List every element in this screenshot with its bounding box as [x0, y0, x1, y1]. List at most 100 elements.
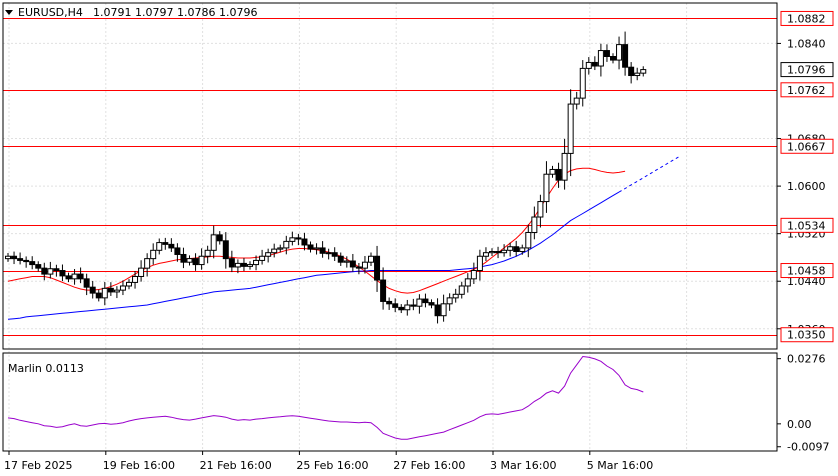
chevron-down-icon[interactable]	[5, 10, 13, 15]
candle	[295, 233, 302, 246]
candle	[65, 272, 72, 283]
osc-tick-label: -0.0097	[787, 441, 829, 454]
level-price-tag: 1.0350	[780, 327, 834, 343]
candle-body-up	[573, 97, 580, 105]
candle	[101, 281, 108, 306]
candle-body-up	[501, 249, 508, 254]
candle	[495, 246, 502, 259]
candle-body-up	[204, 249, 211, 257]
candle-body-up	[126, 281, 132, 287]
candle	[23, 256, 30, 268]
candle-body-up	[186, 258, 193, 263]
candle	[126, 279, 132, 290]
candle	[374, 245, 381, 292]
time-tick-label: 17 Feb 2025	[4, 459, 72, 472]
candle	[253, 255, 260, 271]
horizontal-levels[interactable]	[3, 18, 777, 336]
candle-body-down	[434, 304, 441, 317]
candle	[513, 240, 520, 257]
candle-body-up	[561, 152, 568, 181]
level-tag-box	[780, 10, 834, 26]
candle	[531, 206, 538, 240]
candle	[192, 253, 199, 271]
candle	[47, 261, 54, 279]
candle	[150, 243, 157, 265]
candle-body-up	[416, 298, 423, 307]
candle	[622, 31, 629, 76]
current-price-label: 1.0796	[787, 64, 826, 77]
candle-body-up	[458, 285, 465, 295]
frame	[2, 2, 778, 452]
candle	[313, 243, 320, 255]
candle	[11, 251, 18, 265]
candle	[186, 255, 193, 266]
candle-body-down	[95, 292, 102, 299]
candle	[138, 260, 145, 282]
candle-body-down	[240, 262, 247, 267]
candle	[89, 280, 96, 299]
time-tick-label: 19 Feb 16:00	[103, 459, 175, 472]
candle	[29, 256, 36, 270]
candle-body-down	[422, 298, 429, 304]
level-price-tag: 1.0667	[780, 138, 834, 154]
candle-body-down	[349, 260, 356, 268]
candle-body-down	[295, 237, 302, 240]
candle	[567, 89, 574, 177]
candle-body-down	[168, 243, 175, 249]
time-tick-label: 21 Feb 16:00	[200, 459, 272, 472]
candle	[537, 194, 544, 228]
candle	[440, 294, 447, 322]
candle	[386, 297, 393, 310]
candle-body-up	[579, 67, 586, 99]
candle-body-up	[156, 242, 163, 251]
level-price-tag: 1.0534	[780, 217, 834, 233]
candle-body-up	[210, 234, 217, 251]
candle	[543, 161, 550, 213]
candle	[41, 262, 48, 281]
candle	[5, 252, 11, 262]
candle-body-down	[410, 304, 417, 307]
level-price-tag: 1.0882	[780, 10, 834, 26]
candle-body-up	[464, 278, 471, 287]
candle	[585, 57, 592, 75]
time-tick-label: 27 Feb 16:00	[393, 459, 465, 472]
candle-body-down	[53, 268, 60, 272]
candle	[247, 261, 253, 270]
candle	[489, 248, 495, 256]
candle	[368, 252, 374, 266]
time-axis: 17 Feb 2025 19 Feb 16:00 21 Feb 16:00 25 Fe…	[4, 451, 653, 472]
candle-body-up	[5, 255, 11, 260]
candle-body-up	[525, 231, 532, 249]
candle-body-up	[198, 255, 205, 266]
candle-body-up	[119, 285, 126, 291]
candle-body-down	[216, 234, 223, 242]
candle	[361, 255, 368, 274]
candle-body-down	[398, 306, 405, 311]
candle	[610, 53, 616, 64]
candle-body-up	[271, 248, 278, 254]
candle	[507, 242, 514, 257]
candle-body-down	[222, 240, 229, 260]
current-price-tag: 1.0796	[780, 62, 834, 78]
candle-body-up	[277, 247, 284, 250]
candle-body-down	[228, 258, 235, 268]
candle-body-down	[428, 302, 435, 306]
candle-body-up	[543, 173, 550, 203]
price-axis: 1.08401.06801.06001.05201.04401.03601.08…	[777, 10, 834, 454]
level-tag-label: 1.0458	[787, 265, 826, 278]
candle	[603, 44, 610, 62]
candle	[325, 248, 332, 260]
candle-body-up	[265, 252, 272, 257]
candle-body-up	[47, 268, 54, 275]
candle	[17, 252, 24, 265]
candle	[168, 238, 175, 252]
level-price-tag: 1.0762	[780, 82, 834, 98]
candle	[392, 298, 399, 313]
candle	[228, 250, 235, 273]
candle-body-down	[35, 264, 42, 269]
candle-body-down	[162, 242, 169, 245]
candle-body-up	[519, 247, 526, 253]
candle-body-up	[616, 44, 623, 61]
